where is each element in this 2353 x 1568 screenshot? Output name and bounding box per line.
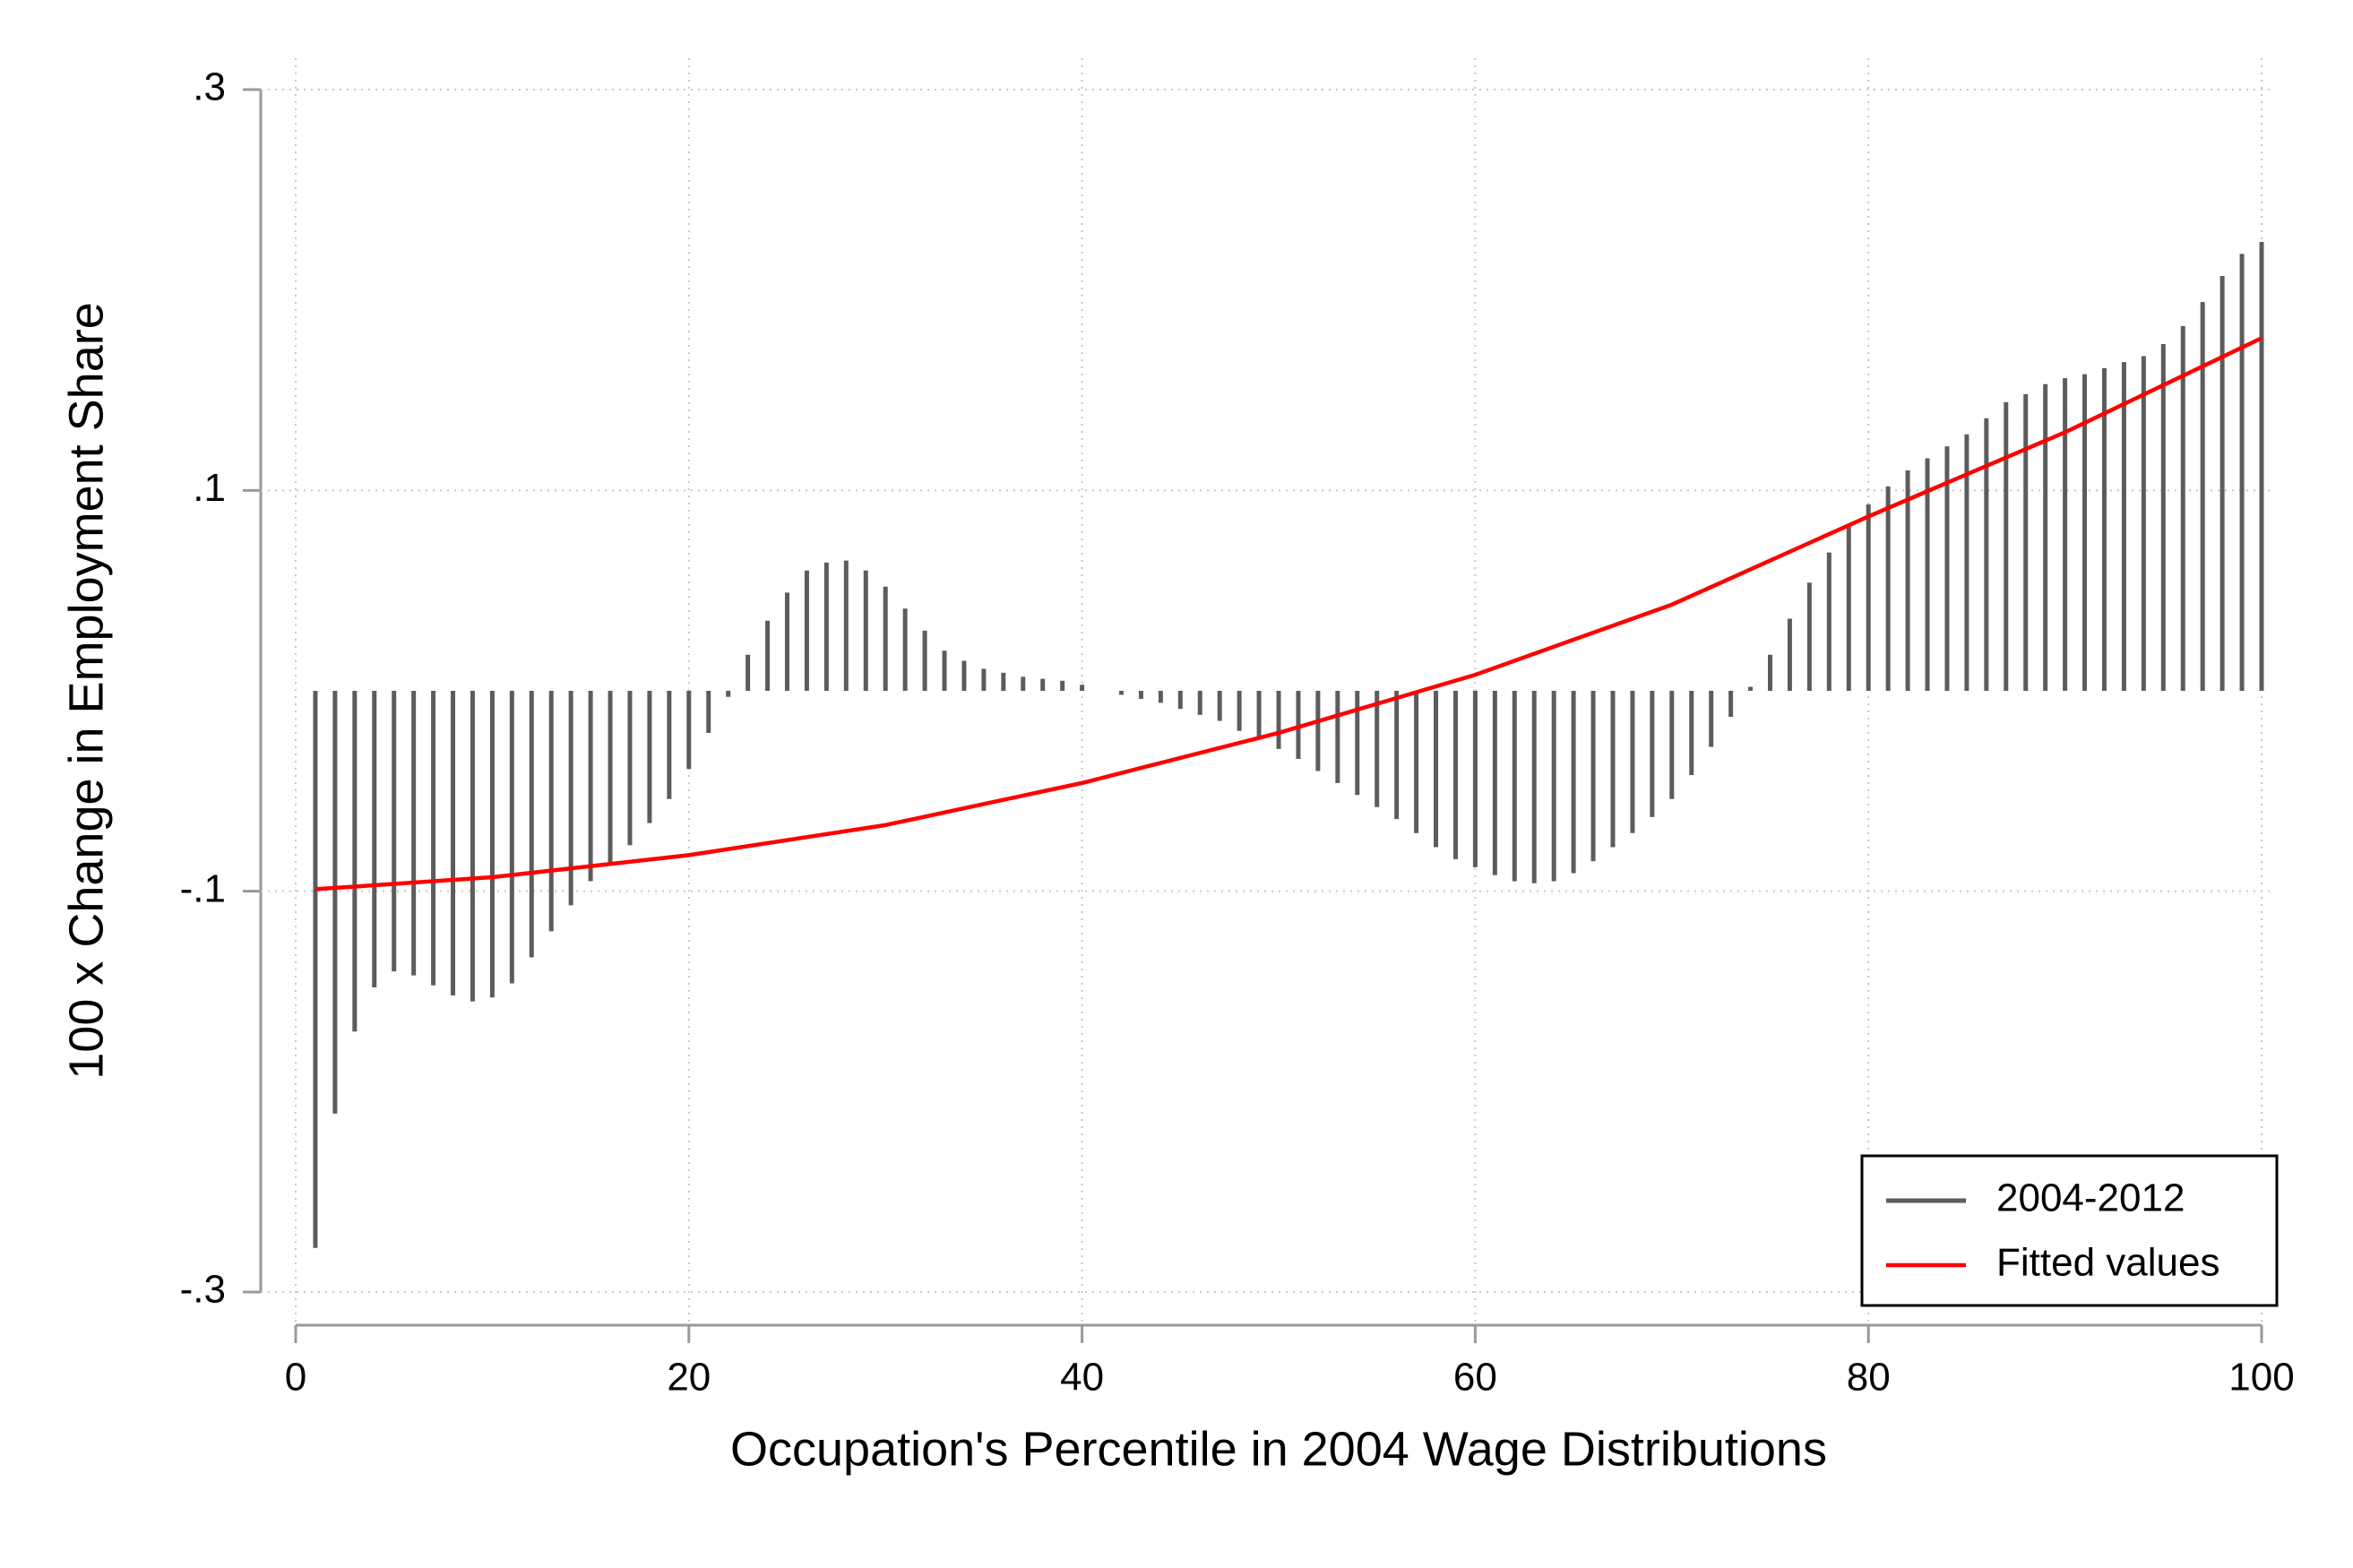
spike-series: [313, 241, 2264, 1248]
x-tick-label: 100: [2228, 1356, 2294, 1400]
x-tick-label: 0: [285, 1356, 306, 1400]
y-axis-title: 100 x Change in Employment Share: [59, 302, 113, 1080]
fitted-line: [315, 336, 2262, 892]
legend-label: 2004-2012: [1996, 1176, 2185, 1220]
legend-box: [1860, 1154, 2279, 1307]
y-tick-label: .3: [193, 65, 226, 109]
x-tick-label: 40: [1060, 1356, 1104, 1400]
y-tick-label: -.1: [180, 866, 226, 910]
x-axis-title: Occupation's Percentile in 2004 Wage Dis…: [730, 1422, 1827, 1476]
x-tick-label: 60: [1453, 1356, 1497, 1400]
y-tick-label: -.3: [180, 1268, 226, 1312]
x-tick-label: 80: [1847, 1356, 1891, 1400]
legend: 2004-2012 Fitted values: [1860, 1154, 2279, 1307]
y-tick-label: .1: [193, 466, 226, 510]
x-tick-label: 20: [667, 1356, 711, 1400]
legend-label: Fitted values: [1996, 1241, 2219, 1285]
